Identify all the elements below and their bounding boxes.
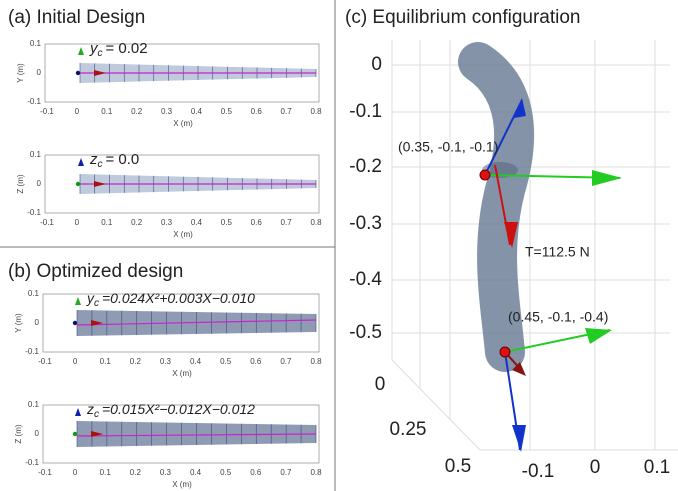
origin: [73, 432, 77, 436]
x-tick-label: 0: [590, 457, 601, 478]
expression: = 0.0: [106, 151, 140, 168]
y-axis-label: Z (m): [16, 174, 25, 193]
x-tick-label: 0.2: [131, 107, 143, 116]
equation: yc= 0.02: [89, 40, 148, 59]
y-tick-label: 0.1: [30, 39, 42, 48]
z-tick-label: -0.4: [349, 269, 382, 290]
x-tick-label: 0.7: [280, 357, 292, 366]
x-tick-label: 0: [75, 107, 80, 116]
x-tick-label: 0.4: [190, 357, 202, 366]
expression: = 0.02: [106, 40, 148, 57]
y-tick-label: 0.1: [30, 150, 42, 159]
y-axis-label: Y (m): [16, 63, 25, 83]
x-axis-label: X (m): [173, 230, 193, 239]
x-axis-label: X (m): [172, 480, 192, 489]
figure: (a) Initial Design (b) Optimized design …: [0, 0, 678, 491]
x-tick-label: 0.4: [191, 218, 203, 227]
x-axis-label: X (m): [173, 119, 193, 128]
subscript: c: [98, 159, 103, 170]
z-tick-label: -0.3: [349, 213, 382, 234]
expression: =0.024X²+0.003X−0.010: [102, 290, 255, 306]
x-tick-label: 0.3: [160, 357, 172, 366]
x-tick-label: 0.3: [160, 468, 172, 477]
x-tick-label: 0.2: [130, 468, 142, 477]
y-axis-label: Z (m): [14, 424, 23, 443]
y-tick-label: 0: [375, 374, 386, 395]
y-tick-label: -0.1: [25, 347, 39, 356]
z-tick-label: -0.2: [349, 156, 382, 177]
subscript: c: [94, 409, 99, 420]
y-tick-label: 0: [35, 318, 40, 327]
point: [480, 170, 490, 180]
x-tick-label: 0.5: [220, 468, 232, 477]
y-tick-label: -0.1: [27, 97, 41, 106]
y-tick-label: 0.1: [28, 289, 40, 298]
point: [500, 347, 510, 357]
x-tick-label: 0.6: [251, 107, 263, 116]
x-tick-label: 0.2: [131, 218, 143, 227]
x-tick-label: -0.1: [38, 468, 52, 477]
annotation: (0.45, -0.1, -0.4): [508, 309, 608, 325]
x-tick-label: 0.8: [310, 468, 322, 477]
x-tick-label: 0: [73, 357, 78, 366]
y-tick-label: 0: [35, 429, 40, 438]
x-tick-label: 0.1: [100, 468, 112, 477]
x-tick-label: 0.3: [161, 218, 173, 227]
panel-title: (c) Equilibrium configuration: [345, 7, 581, 28]
y-tick-label: 0.1: [28, 400, 40, 409]
x-tick-label: 0.8: [310, 218, 322, 227]
x-tick-label: 0.6: [250, 468, 262, 477]
origin: [73, 321, 77, 325]
x-tick-label: 0.1: [644, 457, 670, 478]
x-tick-label: 0.8: [310, 107, 322, 116]
x-tick-label: 0.6: [250, 357, 262, 366]
x-tick-label: 0.7: [281, 107, 293, 116]
x-tick-label: 0.5: [221, 218, 233, 227]
x-tick-label: 0.5: [220, 357, 232, 366]
y-tick-label: 0: [37, 179, 42, 188]
y-tick-label: -0.1: [27, 208, 41, 217]
x-tick-label: 0.7: [281, 218, 293, 227]
symbol: z: [86, 401, 94, 417]
y-tick-label: 0: [37, 68, 42, 77]
x-tick-label: 0.4: [190, 468, 202, 477]
x-tick-label: -0.1: [522, 461, 555, 482]
subscript: c: [98, 48, 103, 59]
equilibrium-view: (0.35, -0.1, -0.1) T=112.5 N (0.45, -0.1…: [349, 40, 678, 482]
x-tick-label: 0.1: [101, 218, 113, 227]
x-tick-label: 0.6: [251, 218, 263, 227]
origin: [76, 182, 80, 186]
annotation: (0.35, -0.1, -0.1): [398, 139, 498, 155]
z-tick-label: 0: [371, 54, 382, 75]
panel-title: (b) Optimized design: [8, 261, 183, 282]
annotation: T=112.5 N: [525, 244, 590, 260]
x-tick-label: 0.4: [191, 107, 203, 116]
x-tick-label: 0: [73, 468, 78, 477]
x-tick-label: 0.7: [280, 468, 292, 477]
x-axis-label: X (m): [172, 369, 192, 378]
x-tick-label: 0.1: [100, 357, 112, 366]
z-tick-label: -0.1: [349, 101, 382, 122]
x-tick-label: 0.3: [161, 107, 173, 116]
z-tick-label: -0.5: [349, 322, 382, 343]
y-axis-label: Y (m): [14, 313, 23, 333]
y-tick-label: 0.5: [445, 456, 471, 477]
x-tick-label: -0.1: [40, 218, 54, 227]
y-tick-label: 0.25: [390, 419, 427, 440]
x-tick-label: -0.1: [40, 107, 54, 116]
panel-title: (a) Initial Design: [8, 7, 145, 28]
y-tick-label: -0.1: [25, 458, 39, 467]
x-tick-label: 0.1: [101, 107, 113, 116]
x-tick-label: 0: [75, 218, 80, 227]
x-tick-label: 0.5: [221, 107, 233, 116]
equation: zc= 0.0: [89, 151, 139, 170]
x-tick-label: 0.8: [310, 357, 322, 366]
subscript: c: [94, 298, 99, 309]
expression: =0.015X²−0.012X−0.012: [102, 401, 255, 417]
x-tick-label: 0.2: [130, 357, 142, 366]
origin: [76, 71, 80, 75]
x-tick-label: -0.1: [38, 357, 52, 366]
